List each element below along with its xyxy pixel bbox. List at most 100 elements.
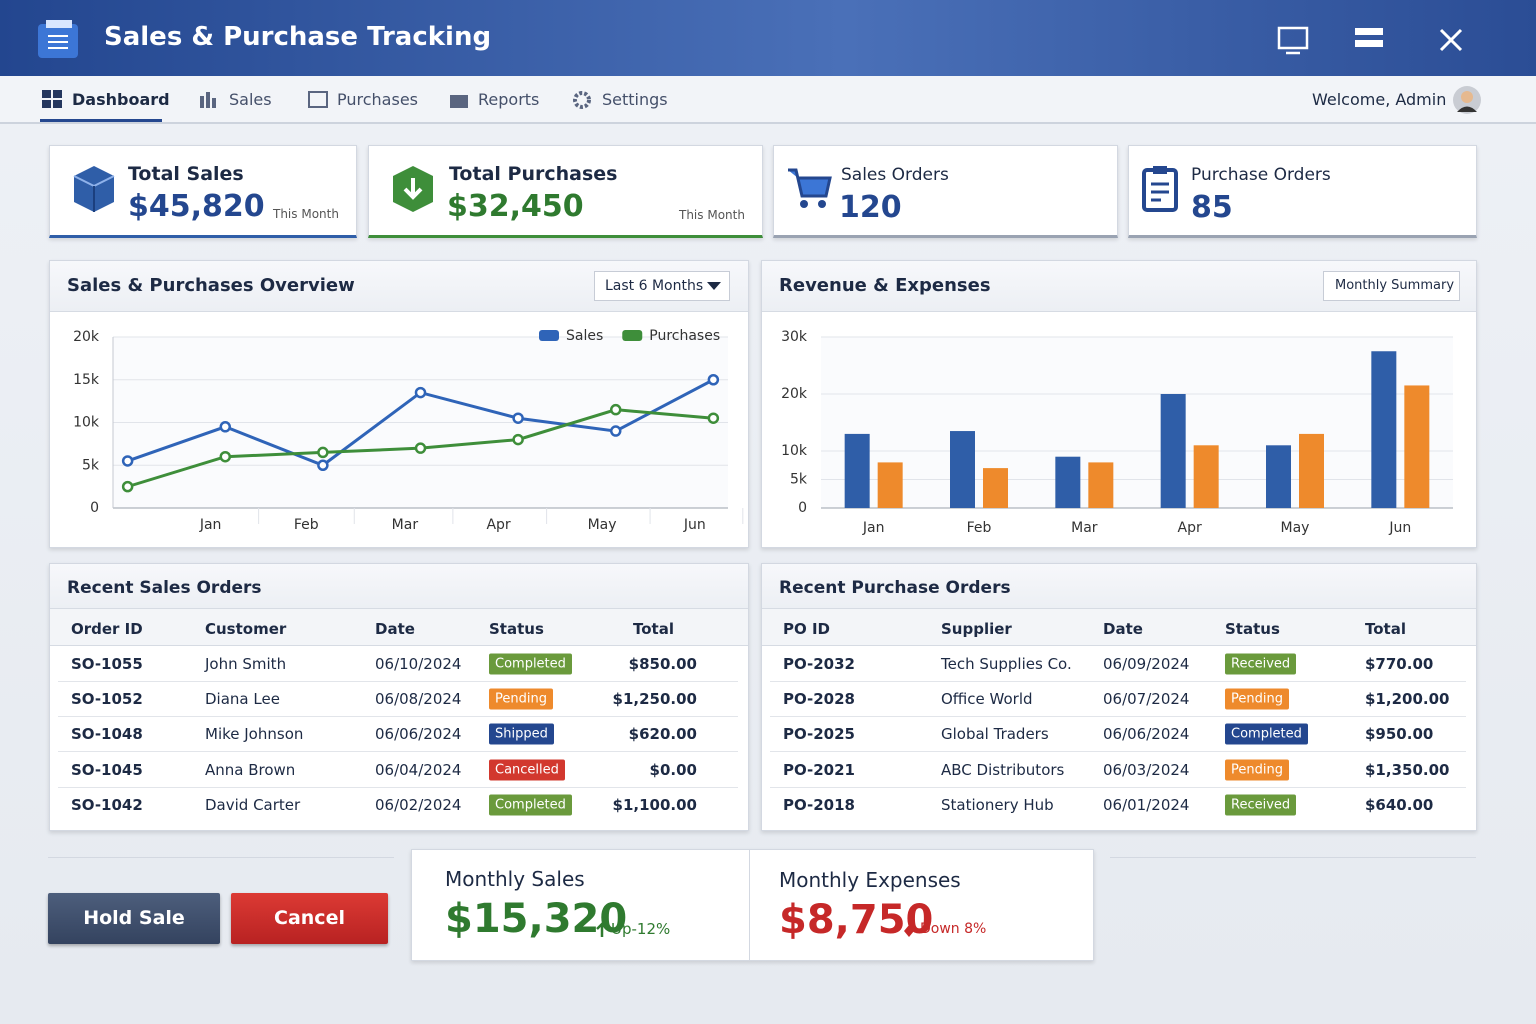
nav-item[interactable]: Settings xyxy=(602,90,668,109)
x-tick-label: May xyxy=(588,517,617,533)
line-panel: Sales & Purchases Overview Last 6 Months… xyxy=(49,260,749,548)
column-header: Status xyxy=(489,620,544,638)
row-divider xyxy=(770,786,1466,788)
status-badge: Received xyxy=(1225,653,1297,675)
nav-icon xyxy=(42,90,62,108)
column-header: Date xyxy=(375,620,415,638)
order-id: SO-1045 xyxy=(71,760,143,779)
hold-button[interactable]: Hold Sale xyxy=(48,893,220,944)
point xyxy=(414,442,427,454)
bar-chart: 0 5k 10k 20k 30k Jan Feb Mar Apr May Jun xyxy=(781,329,1453,536)
status-badge: Received xyxy=(1225,794,1297,816)
row-divider xyxy=(58,681,738,682)
column-header: Date xyxy=(1103,620,1143,638)
app-icon xyxy=(38,20,78,58)
point xyxy=(219,450,232,463)
x-tick-label: Jan xyxy=(199,517,222,533)
point xyxy=(512,412,524,424)
header-row xyxy=(762,609,1476,646)
dropdown-arrow xyxy=(707,282,721,290)
column-header: Status xyxy=(1225,620,1280,638)
point xyxy=(414,386,427,399)
x-tick-label: Jun xyxy=(1388,520,1411,536)
nav-icons xyxy=(200,91,591,109)
avatar[interactable] xyxy=(1452,85,1482,115)
summary-button[interactable]: Monthly Summary xyxy=(1323,271,1460,301)
divider xyxy=(1110,857,1476,858)
table-cell: $640.00 xyxy=(1365,795,1434,814)
purchase-table: Recent Purchase Orders PO ID Supplier Date… xyxy=(761,563,1477,831)
y-tick-label: 0 xyxy=(798,500,807,516)
down-arrow xyxy=(904,925,914,937)
cancel-button[interactable]: Cancel xyxy=(231,893,388,944)
table-cell: Office World xyxy=(941,690,1033,709)
plot-area xyxy=(821,337,1453,508)
nav-item[interactable]: Reports xyxy=(478,90,540,109)
bar xyxy=(1160,394,1186,508)
legend-swatch xyxy=(539,330,559,341)
status-badge: Completed xyxy=(489,653,572,675)
card-note: This Month xyxy=(679,208,745,222)
order-id: SO-1052 xyxy=(71,690,143,709)
point xyxy=(707,412,720,424)
x-tick-label: Jun xyxy=(683,517,706,533)
table-cell: 06/07/2024 xyxy=(1103,690,1190,709)
bar xyxy=(877,462,903,508)
column-header: Customer xyxy=(205,620,287,638)
point xyxy=(317,446,329,459)
card-note: This Month xyxy=(273,207,339,221)
card: Total Sales $45,820 This Month xyxy=(49,145,357,238)
card-value: $45,820 xyxy=(128,189,265,224)
column-header: PO ID xyxy=(783,620,830,638)
status-badge: Completed xyxy=(1225,723,1308,745)
header-row xyxy=(50,609,748,646)
y-tick-label: 20k xyxy=(73,329,100,345)
table-cell: Diana Lee xyxy=(205,690,280,709)
dropdown[interactable]: Last 6 Months xyxy=(594,271,730,301)
order-id: PO-2018 xyxy=(783,795,855,814)
sales-table: Recent Sales Orders Order ID Customer Date… xyxy=(49,563,749,831)
nav-item[interactable]: Purchases xyxy=(337,90,418,109)
status-badge: Pending xyxy=(1225,688,1289,710)
card-label: Total Sales xyxy=(128,163,244,185)
row-divider xyxy=(58,786,738,788)
status-badge: Completed xyxy=(489,794,572,816)
nav-item[interactable]: Sales xyxy=(229,90,272,109)
legend-swatch xyxy=(622,330,643,341)
y-tick-label: 15k xyxy=(73,372,100,388)
y-tick-label: 0 xyxy=(90,500,99,516)
table-cell: $1,350.00 xyxy=(1365,760,1450,779)
nav-bar: Dashboard Sales Purchases Reports Settin… xyxy=(0,76,1536,124)
card-icon xyxy=(393,166,433,212)
card: Purchase Orders 85 xyxy=(1128,145,1477,238)
x-tick-label: May xyxy=(1281,520,1310,536)
bar xyxy=(1299,433,1324,508)
table-cell: Global Traders xyxy=(941,725,1049,744)
x-tick-label: Apr xyxy=(486,517,510,533)
nav-item[interactable]: Dashboard xyxy=(72,90,170,109)
y-tick-label: 10k xyxy=(781,443,808,459)
order-id: SO-1055 xyxy=(71,655,143,673)
x-tick-label: Jan xyxy=(862,520,885,536)
table-cell: $1,200.00 xyxy=(1365,690,1450,709)
active-underline xyxy=(40,119,162,122)
table-cell: $0.00 xyxy=(649,760,697,779)
bar xyxy=(1371,351,1397,508)
y-tick-label: 30k xyxy=(781,329,808,345)
table-cell: 06/04/2024 xyxy=(375,760,462,779)
table-cell: Stationery Hub xyxy=(941,795,1054,814)
title-bar: Sales & Purchase Tracking xyxy=(0,0,1536,76)
x-tick-label: Feb xyxy=(967,520,992,536)
column-header: Order ID xyxy=(71,620,143,638)
card-label: Total Purchases xyxy=(449,163,618,185)
monthly-value: $15,320 xyxy=(445,896,628,942)
bar xyxy=(1266,445,1291,508)
table-cell: 06/10/2024 xyxy=(375,655,462,673)
panel-header: Recent Sales Orders xyxy=(50,564,748,609)
table-cell: Tech Supplies Co. xyxy=(941,655,1072,673)
monthly-change: Up-12% xyxy=(611,920,671,938)
order-id: PO-2032 xyxy=(783,655,855,673)
legend-label: Sales xyxy=(566,328,603,344)
monthly-label: Monthly Expenses xyxy=(779,868,961,892)
